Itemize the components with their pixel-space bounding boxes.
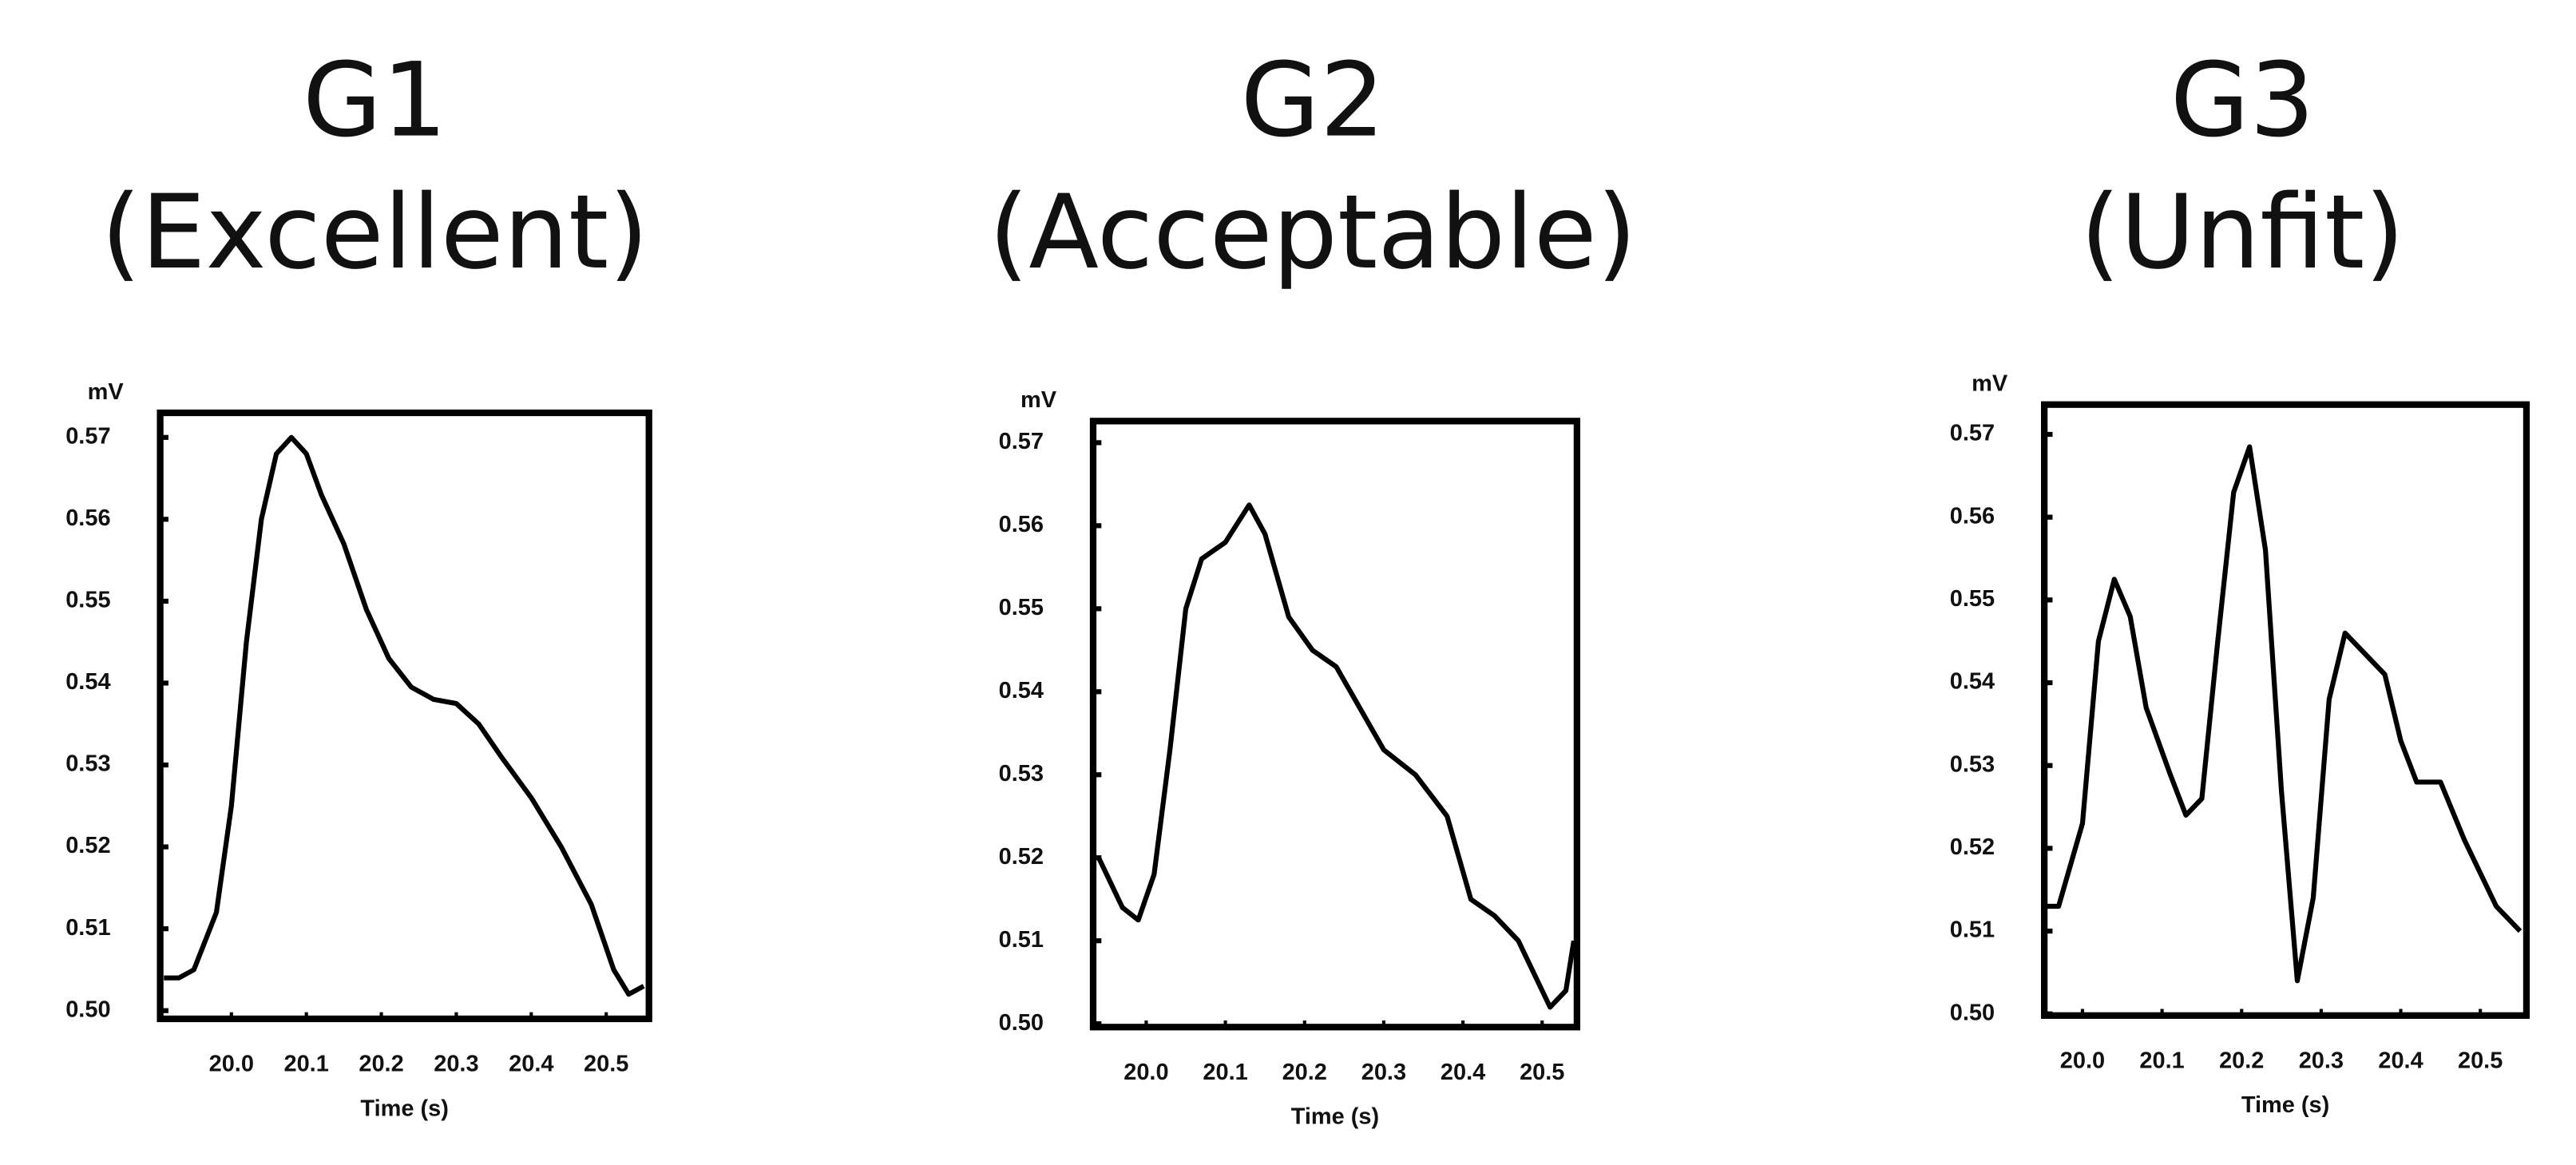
chart-subtitle: (Excellent) bbox=[101, 173, 649, 292]
y-axis-label: mV bbox=[1972, 371, 2008, 397]
y-tick-label: 0.57 bbox=[999, 429, 1044, 454]
y-tick-label: 0.56 bbox=[999, 512, 1044, 537]
y-tick-label: 0.50 bbox=[1950, 1000, 1995, 1025]
x-tick-label: 20.0 bbox=[209, 1051, 254, 1076]
x-tick-label: 20.1 bbox=[1203, 1060, 1247, 1085]
x-tick-label: 20.4 bbox=[2378, 1048, 2423, 1073]
y-tick-label: 0.57 bbox=[1950, 421, 1995, 446]
y-axis-label: mV bbox=[1020, 387, 1057, 413]
x-tick-label: 20.4 bbox=[509, 1051, 553, 1076]
y-tick-label: 0.55 bbox=[65, 588, 110, 613]
y-tick-label: 0.50 bbox=[65, 997, 110, 1022]
x-tick-label: 20.4 bbox=[1441, 1060, 1485, 1085]
y-tick-label: 0.55 bbox=[999, 595, 1044, 620]
y-tick-label: 0.50 bbox=[999, 1010, 1044, 1036]
y-tick-label: 0.56 bbox=[1950, 503, 1995, 529]
x-tick-label: 20.3 bbox=[2299, 1048, 2344, 1073]
x-tick-label: 20.1 bbox=[2139, 1048, 2184, 1073]
x-tick-label: 20.5 bbox=[1520, 1060, 1564, 1085]
y-tick-label: 0.53 bbox=[1950, 751, 1995, 777]
x-tick-label: 20.2 bbox=[2219, 1048, 2264, 1073]
y-tick-label: 0.53 bbox=[999, 761, 1044, 787]
chart-subtitle: (Unfit) bbox=[2080, 173, 2404, 292]
y-tick-label: 0.55 bbox=[1950, 586, 1995, 612]
y-tick-label: 0.53 bbox=[65, 751, 110, 777]
data-line bbox=[164, 434, 645, 997]
x-tick-label: 20.2 bbox=[359, 1051, 403, 1076]
y-axis-label: mV bbox=[88, 379, 125, 405]
x-axis-label: Time (s) bbox=[1291, 1104, 1379, 1130]
y-tick-label: 0.54 bbox=[65, 669, 110, 695]
y-tick-label: 0.57 bbox=[65, 423, 110, 449]
chart-title: G3 bbox=[2170, 42, 2315, 160]
x-axis-label: Time (s) bbox=[2241, 1092, 2329, 1118]
x-tick-label: 20.5 bbox=[2458, 1048, 2503, 1073]
y-tick-label: 0.52 bbox=[999, 844, 1044, 870]
y-tick-label: 0.52 bbox=[65, 833, 110, 858]
x-tick-label: 20.0 bbox=[2060, 1048, 2105, 1073]
chart-title: G1 bbox=[303, 42, 447, 160]
y-tick-label: 0.56 bbox=[65, 505, 110, 531]
plot-frame bbox=[2040, 401, 2530, 1019]
chart-title: G2 bbox=[1241, 42, 1385, 160]
y-tick-label: 0.52 bbox=[1950, 834, 1995, 860]
y-tick-label: 0.51 bbox=[65, 915, 110, 941]
data-line bbox=[1096, 502, 1576, 1010]
x-tick-label: 20.5 bbox=[584, 1051, 628, 1076]
y-tick-label: 0.54 bbox=[1950, 669, 1995, 695]
x-tick-label: 20.1 bbox=[283, 1051, 328, 1076]
x-tick-label: 20.3 bbox=[434, 1051, 478, 1076]
y-tick-label: 0.51 bbox=[1950, 917, 1995, 943]
y-tick-label: 0.54 bbox=[999, 678, 1044, 703]
data-line bbox=[2047, 444, 2522, 984]
x-tick-label: 20.2 bbox=[1282, 1060, 1327, 1085]
y-tick-label: 0.51 bbox=[999, 927, 1044, 953]
plot-frame bbox=[1089, 418, 1581, 1031]
x-axis-label: Time (s) bbox=[360, 1096, 448, 1121]
plot-frame bbox=[157, 409, 652, 1023]
chart-subtitle: (Acceptable) bbox=[989, 173, 1636, 292]
x-tick-label: 20.0 bbox=[1124, 1060, 1168, 1085]
x-tick-label: 20.3 bbox=[1361, 1060, 1406, 1085]
